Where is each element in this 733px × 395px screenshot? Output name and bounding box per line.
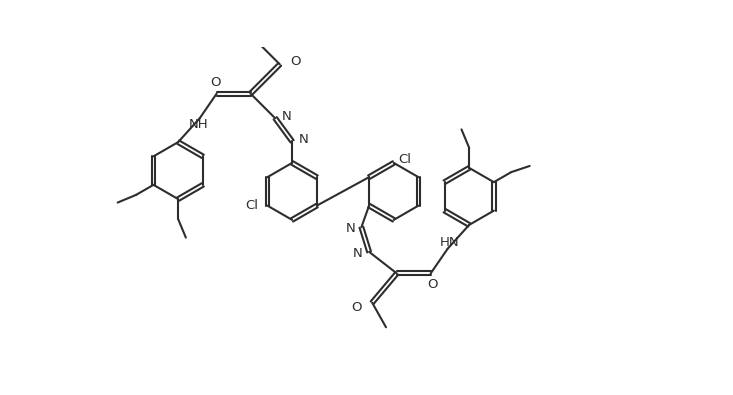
Text: O: O (290, 55, 301, 68)
Text: NH: NH (188, 118, 208, 131)
Text: O: O (351, 301, 361, 314)
Text: O: O (427, 278, 438, 291)
Text: O: O (210, 76, 221, 89)
Text: Cl: Cl (246, 199, 258, 212)
Text: N: N (281, 110, 291, 123)
Text: N: N (353, 247, 363, 260)
Text: N: N (345, 222, 356, 235)
Text: HN: HN (439, 236, 459, 249)
Text: Cl: Cl (398, 153, 411, 166)
Text: N: N (298, 133, 308, 146)
